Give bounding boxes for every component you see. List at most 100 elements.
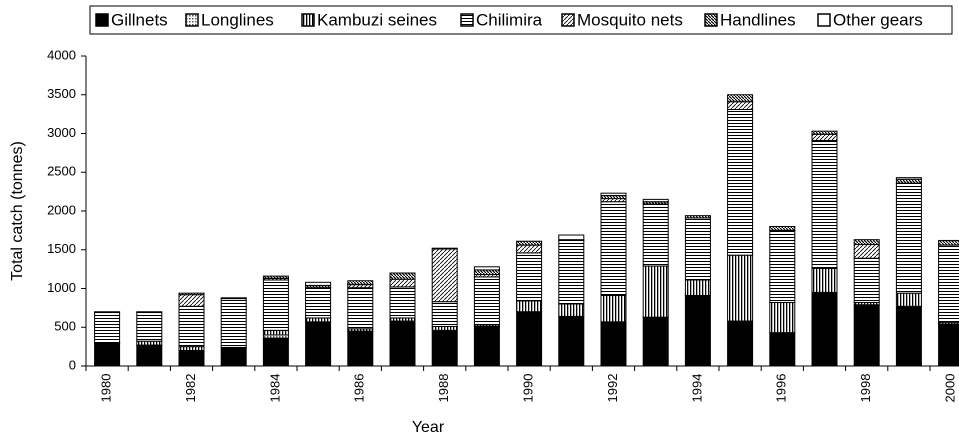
- bar-segment: [727, 101, 754, 110]
- legend-label: Kambuzi seines: [317, 10, 437, 29]
- y-tick-label: 500: [54, 319, 76, 334]
- bar-segment: [431, 301, 458, 327]
- legend-box: [89, 5, 953, 35]
- bar-segment: [684, 217, 711, 281]
- bar-segment: [305, 287, 332, 319]
- bar-segment: [262, 275, 289, 279]
- bar-segment: [220, 297, 247, 300]
- x-tick-label: 1984: [267, 374, 282, 403]
- bar-segment: [473, 269, 500, 276]
- bar-segment: [727, 94, 754, 103]
- bar-segment: [178, 346, 205, 351]
- bar-segment: [811, 130, 838, 135]
- bar-segment: [473, 276, 500, 326]
- bar-segment: [178, 294, 205, 307]
- bar-segment: [558, 315, 585, 367]
- bar-segment: [853, 304, 880, 367]
- bar-segment: [895, 305, 922, 367]
- legend-swatch: [817, 13, 831, 27]
- bar-segment: [178, 292, 205, 296]
- bar-segment: [305, 281, 332, 286]
- y-tick-label: 2500: [47, 164, 76, 179]
- x-tick-label: 1994: [689, 374, 704, 403]
- bar-segment: [136, 311, 163, 314]
- bar-segment: [178, 305, 205, 348]
- bar-segment: [516, 311, 543, 367]
- bar-segment: [389, 272, 416, 280]
- bar-segment: [558, 239, 585, 305]
- bar-segment: [305, 317, 332, 323]
- bar-segment: [389, 278, 416, 288]
- x-tick-label: 1998: [858, 374, 873, 403]
- bar-segment: [811, 291, 838, 367]
- bar-segment: [769, 226, 796, 231]
- bar-segment: [684, 294, 711, 367]
- bar-segment: [853, 243, 880, 259]
- bar-segment: [769, 229, 796, 303]
- y-tick-label: 2000: [47, 202, 76, 217]
- bar-segment: [642, 316, 669, 367]
- bar-segment: [262, 329, 289, 336]
- legend-label: Handlines: [720, 10, 796, 29]
- y-tick-label: 4000: [47, 47, 76, 62]
- x-tick-label: 1986: [352, 374, 367, 403]
- bar-segment: [347, 287, 374, 330]
- y-tick-label: 1500: [47, 241, 76, 256]
- bar-segment: [94, 343, 121, 367]
- bar-segment: [853, 257, 880, 303]
- y-axis-title: Total catch (tonnes): [9, 141, 26, 281]
- bar-segment: [811, 133, 838, 141]
- bar-segment: [136, 312, 163, 342]
- bar-segment: [431, 247, 458, 250]
- bar-segment: [136, 344, 163, 367]
- bar-segment: [389, 286, 416, 319]
- x-tick-label: 1996: [774, 374, 789, 403]
- bar-segment: [347, 280, 374, 286]
- bar-segment: [558, 234, 585, 241]
- x-tick-label: 1990: [521, 374, 536, 403]
- x-axis-title: Year: [412, 419, 445, 436]
- bar-segment: [600, 321, 627, 367]
- bar-segment: [473, 325, 500, 367]
- legend-label: Gillnets: [111, 10, 168, 29]
- y-tick-label: 0: [69, 357, 76, 372]
- y-tick-label: 3000: [47, 125, 76, 140]
- bar-segment: [600, 192, 627, 197]
- bar-segment: [895, 178, 922, 184]
- bar-segment: [473, 266, 500, 271]
- x-tick-label: 2000: [943, 374, 958, 403]
- bar-segment: [727, 320, 754, 367]
- bar-segment: [769, 332, 796, 367]
- x-tick-label: 1988: [436, 374, 451, 403]
- bar-segment: [220, 298, 247, 348]
- bar-segment: [727, 254, 754, 322]
- x-tick-label: 1980: [99, 374, 114, 403]
- bar-segment: [938, 239, 959, 246]
- bar-segment: [389, 320, 416, 367]
- legend-label: Other gears: [833, 10, 923, 29]
- bar-segment: [516, 252, 543, 302]
- bar-segment: [853, 239, 880, 245]
- x-tick-label: 1992: [605, 374, 620, 403]
- bar-segment: [811, 139, 838, 269]
- bar-segment: [516, 240, 543, 246]
- bar-segment: [727, 108, 754, 256]
- bar-segment: [262, 337, 289, 367]
- bar-segment: [136, 340, 163, 346]
- bar-segment: [684, 215, 711, 219]
- bar-segment: [642, 198, 669, 203]
- bar-segment: [305, 321, 332, 367]
- legend-swatch: [95, 13, 109, 27]
- legend-swatch: [561, 13, 575, 27]
- legend-swatch: [185, 13, 199, 27]
- legend-label: Longlines: [201, 10, 274, 29]
- bar-segment: [516, 300, 543, 313]
- bar-segment: [684, 279, 711, 296]
- bar-segment: [895, 182, 922, 294]
- bar-segment: [262, 279, 289, 331]
- bar-segment: [811, 267, 838, 293]
- legend-label: Mosquito nets: [577, 10, 683, 29]
- bar-segment: [178, 350, 205, 367]
- bar-segment: [938, 244, 959, 324]
